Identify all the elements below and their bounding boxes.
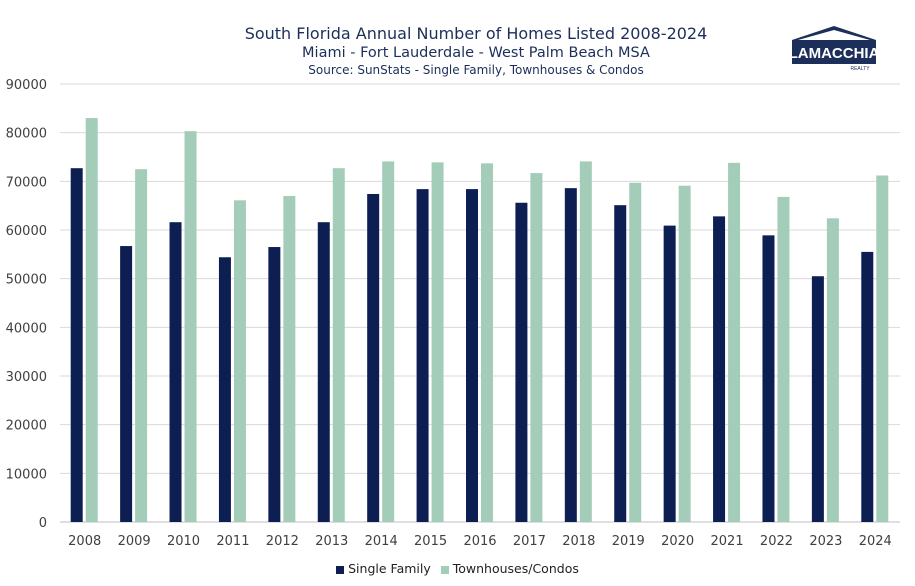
- bar-townhouses-2024: [876, 175, 889, 522]
- x-tick-label: 2015: [414, 534, 447, 549]
- bar-townhouses-2020: [678, 185, 691, 523]
- bar-single-family-2017: [515, 202, 528, 522]
- bar-single-family-2022: [762, 235, 775, 522]
- legend-swatch: [336, 565, 345, 574]
- bar-single-family-2019: [614, 205, 627, 522]
- chart-titles: South Florida Annual Number of Homes Lis…: [0, 24, 915, 78]
- x-tick-label: 2018: [562, 534, 595, 549]
- bar-single-family-2014: [367, 193, 380, 522]
- x-tick-label: 2023: [809, 534, 842, 549]
- bar-townhouses-2009: [135, 169, 148, 522]
- y-tick-label: 30000: [6, 370, 47, 385]
- bar-single-family-2015: [416, 189, 429, 522]
- bar-townhouses-2023: [826, 218, 839, 522]
- x-tick-label: 2021: [711, 534, 744, 549]
- x-tick-label: 2014: [365, 534, 398, 549]
- bar-single-family-2013: [317, 222, 330, 523]
- logo-text: LAMACCHIA: [789, 45, 880, 62]
- y-tick-label: 50000: [6, 273, 47, 288]
- bar-single-family-2020: [663, 225, 676, 522]
- x-tick-label: 2009: [118, 534, 151, 549]
- x-tick-label: 2016: [463, 534, 496, 549]
- legend-item-single-family: Single Family: [336, 561, 431, 576]
- bar-townhouses-2010: [184, 131, 197, 522]
- bar-townhouses-2017: [530, 173, 543, 522]
- y-tick-label: 10000: [6, 467, 47, 482]
- bar-single-family-2018: [564, 188, 577, 522]
- chart-title: South Florida Annual Number of Homes Lis…: [244, 24, 708, 43]
- x-tick-label: 2012: [266, 534, 299, 549]
- house-roof-icon: [792, 26, 876, 40]
- bar-townhouses-2019: [629, 182, 642, 522]
- chart-source: Source: SunStats - Single Family, Townho…: [308, 63, 644, 77]
- y-tick-label: 20000: [6, 419, 47, 434]
- x-tick-label: 2011: [216, 534, 249, 549]
- x-tick-label: 2010: [167, 534, 200, 549]
- y-tick-label: 60000: [6, 224, 47, 239]
- bar-townhouses-2012: [283, 195, 296, 522]
- bar-townhouses-2022: [777, 196, 790, 522]
- legend-item-townhouses: Townhouses/Condos: [440, 561, 579, 576]
- bar-single-family-2021: [713, 216, 726, 522]
- legend-swatch: [440, 565, 449, 574]
- y-tick-label: 80000: [6, 127, 47, 142]
- bar-townhouses-2013: [332, 168, 345, 522]
- x-tick-label: 2017: [513, 534, 546, 549]
- legend-label: Single Family: [348, 561, 431, 576]
- logo-tagline: REALTY: [850, 66, 870, 72]
- chart-subtitle: Miami - Fort Lauderdale - West Palm Beac…: [302, 45, 650, 61]
- y-tick-label: 90000: [6, 78, 47, 93]
- legend-label: Townhouses/Condos: [452, 561, 579, 576]
- bar-townhouses-2008: [85, 118, 98, 523]
- x-tick-label: 2008: [68, 534, 101, 549]
- bar-townhouses-2016: [481, 163, 493, 522]
- x-tick-label: 2013: [315, 534, 348, 549]
- bar-townhouses-2014: [382, 161, 395, 522]
- bar-single-family-2012: [268, 247, 281, 523]
- y-tick-label: 0: [39, 516, 47, 531]
- x-tick-label: 2019: [612, 534, 645, 549]
- bar-townhouses-2021: [728, 162, 741, 522]
- bar-single-family-2008: [70, 168, 83, 522]
- bar-townhouses-2018: [579, 161, 592, 522]
- bar-single-family-2016: [466, 189, 478, 522]
- bar-single-family-2010: [169, 222, 182, 523]
- x-tick-label: 2024: [859, 534, 892, 549]
- chart-legend: Single Family Townhouses/Condos: [0, 561, 915, 576]
- y-tick-label: 40000: [6, 321, 47, 336]
- bar-single-family-2023: [811, 276, 824, 522]
- lamacchia-logo: LAMACCHIA REALTY: [789, 26, 880, 72]
- bar-single-family-2024: [861, 251, 874, 522]
- y-tick-label: 70000: [6, 175, 47, 190]
- bar-townhouses-2011: [233, 200, 246, 522]
- bar-townhouses-2015: [431, 162, 444, 522]
- x-tick-label: 2022: [760, 534, 793, 549]
- bar-single-family-2009: [120, 246, 133, 522]
- x-tick-label: 2020: [661, 534, 694, 549]
- bar-single-family-2011: [218, 257, 231, 522]
